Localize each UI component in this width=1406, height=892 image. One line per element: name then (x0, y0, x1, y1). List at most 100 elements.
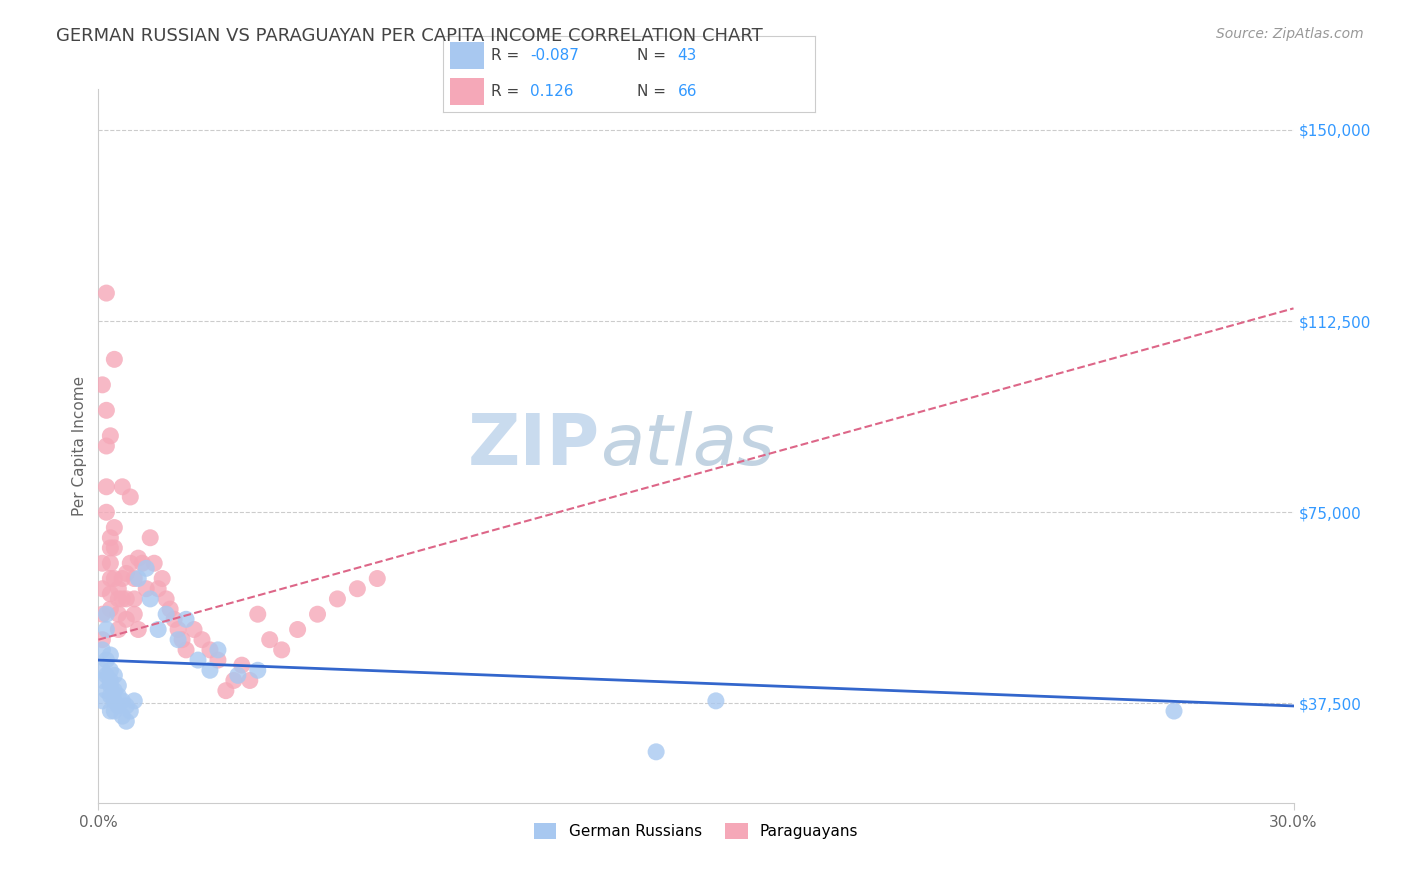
Point (139, 591, 162, 606)
Point (96, 683, 118, 698)
Point (131, 556, 153, 570)
Point (270, 643, 292, 657)
Point (366, 572, 388, 586)
Point (259, 632, 281, 647)
Point (96, 653, 118, 667)
Point (96, 668, 118, 682)
Point (246, 663, 269, 677)
Point (111, 480, 134, 494)
Point (1163, 704, 1185, 718)
Text: GERMAN RUSSIAN VS PARAGUAYAN PER CAPITA INCOME CORRELATION CHART: GERMAN RUSSIAN VS PARAGUAYAN PER CAPITA … (56, 27, 763, 45)
Point (103, 352, 125, 367)
Point (98, 673, 122, 688)
Text: atlas: atlas (600, 411, 775, 481)
Point (115, 612, 138, 626)
Point (191, 632, 214, 647)
Point (103, 683, 125, 698)
Text: R =: R = (491, 84, 524, 99)
Point (155, 607, 177, 622)
Point (159, 602, 181, 616)
Point (198, 643, 221, 657)
Point (91, 582, 114, 596)
Point (207, 653, 229, 667)
Point (115, 698, 138, 713)
Point (111, 709, 134, 723)
Point (645, 745, 668, 759)
Text: 0.126: 0.126 (530, 84, 574, 99)
Point (96, 623, 118, 637)
Point (103, 694, 125, 708)
Text: N =: N = (637, 48, 671, 63)
Point (307, 607, 329, 622)
Point (91, 607, 114, 622)
Point (246, 607, 269, 622)
Text: N =: N = (637, 84, 671, 99)
Text: 66: 66 (678, 84, 697, 99)
Point (107, 689, 129, 703)
Point (127, 551, 149, 566)
Point (124, 607, 146, 622)
Point (107, 591, 129, 606)
Text: 43: 43 (678, 48, 697, 63)
Point (287, 623, 309, 637)
Point (135, 561, 157, 575)
Point (91, 556, 114, 570)
Point (139, 531, 162, 545)
Point (98, 679, 122, 693)
Legend: German Russians, Paraguayans: German Russians, Paraguayans (527, 817, 865, 845)
Point (103, 668, 125, 682)
Point (143, 556, 166, 570)
Point (226, 668, 249, 682)
Point (107, 679, 129, 693)
Point (111, 572, 134, 586)
Point (98, 429, 122, 443)
Point (148, 623, 170, 637)
Point (98, 587, 122, 601)
Point (239, 673, 262, 688)
Point (167, 623, 190, 637)
Point (98, 556, 122, 570)
Point (124, 694, 146, 708)
Point (115, 591, 138, 606)
Point (98, 602, 122, 616)
Point (150, 572, 173, 586)
Point (96, 286, 118, 301)
Point (346, 582, 368, 596)
Point (704, 694, 727, 708)
Bar (450, 42, 484, 69)
Point (98, 541, 122, 555)
Point (98, 648, 122, 662)
Point (120, 704, 142, 718)
Point (91, 643, 114, 657)
Text: -0.087: -0.087 (530, 48, 579, 63)
Point (98, 663, 122, 677)
Point (96, 439, 118, 453)
Point (183, 623, 205, 637)
Point (115, 566, 138, 581)
Point (91, 632, 114, 647)
Point (96, 607, 118, 622)
Point (91, 663, 114, 677)
Point (215, 683, 238, 698)
Point (98, 704, 122, 718)
Point (98, 689, 122, 703)
Point (98, 531, 122, 545)
Point (111, 694, 134, 708)
Point (174, 612, 197, 626)
Point (120, 556, 142, 570)
Text: Source: ZipAtlas.com: Source: ZipAtlas.com (1216, 27, 1364, 41)
Point (148, 582, 170, 596)
Point (326, 591, 349, 606)
Point (91, 673, 114, 688)
Point (115, 714, 138, 729)
Point (96, 403, 118, 417)
Point (231, 658, 253, 673)
Text: R =: R = (491, 48, 524, 63)
Point (103, 572, 125, 586)
Point (163, 612, 186, 626)
Point (222, 673, 245, 688)
Point (91, 694, 114, 708)
Point (124, 591, 146, 606)
Point (107, 623, 129, 637)
Point (98, 572, 122, 586)
